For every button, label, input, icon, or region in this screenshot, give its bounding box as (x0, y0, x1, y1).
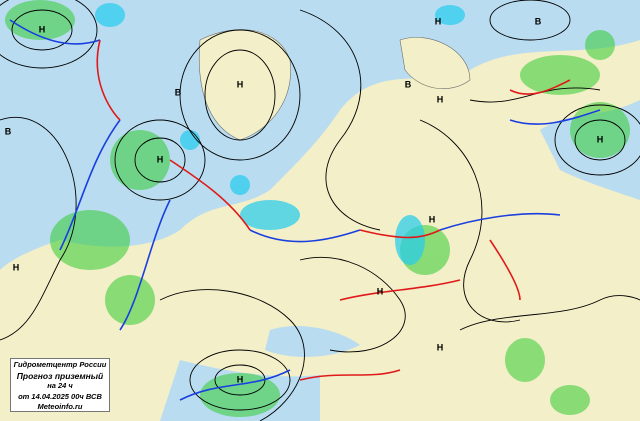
pressure-center-label: Н (377, 286, 384, 296)
map-legend: Гидрометцентр России Прогноз приземный н… (10, 358, 110, 412)
precipitation-snow (95, 3, 465, 265)
pressure-center-label: Н (435, 16, 442, 26)
pressure-center-labels: Н В В Н Н В Н Н Н Н Н Н Н Н В (5, 16, 604, 384)
pressure-center-label: Н (597, 134, 604, 144)
pressure-center-label: В (405, 79, 412, 89)
cold-fronts (9, 19, 601, 401)
pressure-center-label: Н (437, 342, 444, 352)
pressure-center-label: Н (157, 154, 164, 164)
pressure-center-label: Н (39, 24, 46, 34)
legend-issue-time: от 14.04.2025 00ч ВСВ (18, 391, 102, 401)
pressure-center-label: В (535, 16, 542, 26)
legend-organization: Гидрометцентр России (13, 360, 107, 369)
greenland (198, 29, 471, 141)
pressure-center-label: Н (13, 262, 20, 272)
legend-title: Прогноз приземный (16, 370, 104, 381)
pressure-center-label: Н (437, 94, 444, 104)
warm-fronts (96, 39, 571, 381)
pressure-center-label: Н (237, 79, 244, 89)
pressure-center-label: В (175, 87, 182, 97)
pressure-center-label: Н (237, 374, 244, 384)
legend-lead-time: на 24 ч (47, 381, 73, 390)
pressure-center-label: Н (429, 214, 436, 224)
pressure-center-label: В (5, 126, 12, 136)
legend-website: Meteoinfo.ru (37, 402, 83, 411)
